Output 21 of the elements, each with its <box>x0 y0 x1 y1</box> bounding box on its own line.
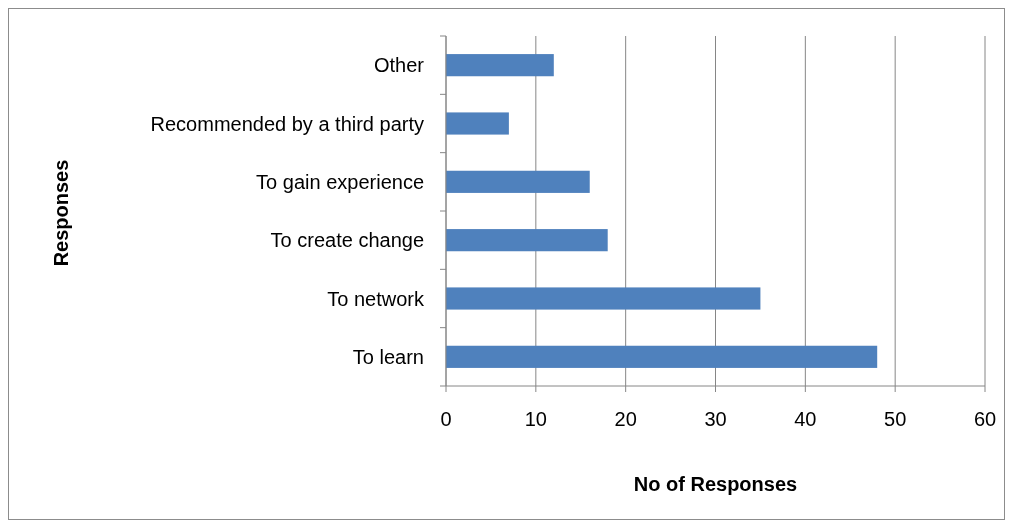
y-tick-label: To network <box>327 287 425 310</box>
y-tick-label: To gain experience <box>256 170 424 193</box>
y-tick-label: Other <box>373 54 425 77</box>
bar <box>446 112 509 135</box>
x-tick-label: 0 <box>440 408 452 430</box>
bar <box>446 54 554 77</box>
x-tick-label: 40 <box>794 408 817 430</box>
x-tick-label: 20 <box>614 408 637 430</box>
x-tick-label: 30 <box>704 408 727 430</box>
bar <box>446 345 878 368</box>
bar <box>446 229 608 252</box>
bar <box>446 170 590 193</box>
x-tick-label: 10 <box>524 408 547 430</box>
x-axis-title: No of Responses <box>633 473 798 495</box>
y-axis-title: Responses <box>50 159 72 267</box>
y-tick-label: To create change <box>270 229 424 252</box>
x-tick-label: 50 <box>884 408 907 430</box>
y-tick-label: To learn <box>352 345 424 368</box>
y-tick-label: Recommended by a third party <box>150 112 424 135</box>
x-tick-label: 60 <box>973 408 997 430</box>
bar <box>446 287 761 310</box>
